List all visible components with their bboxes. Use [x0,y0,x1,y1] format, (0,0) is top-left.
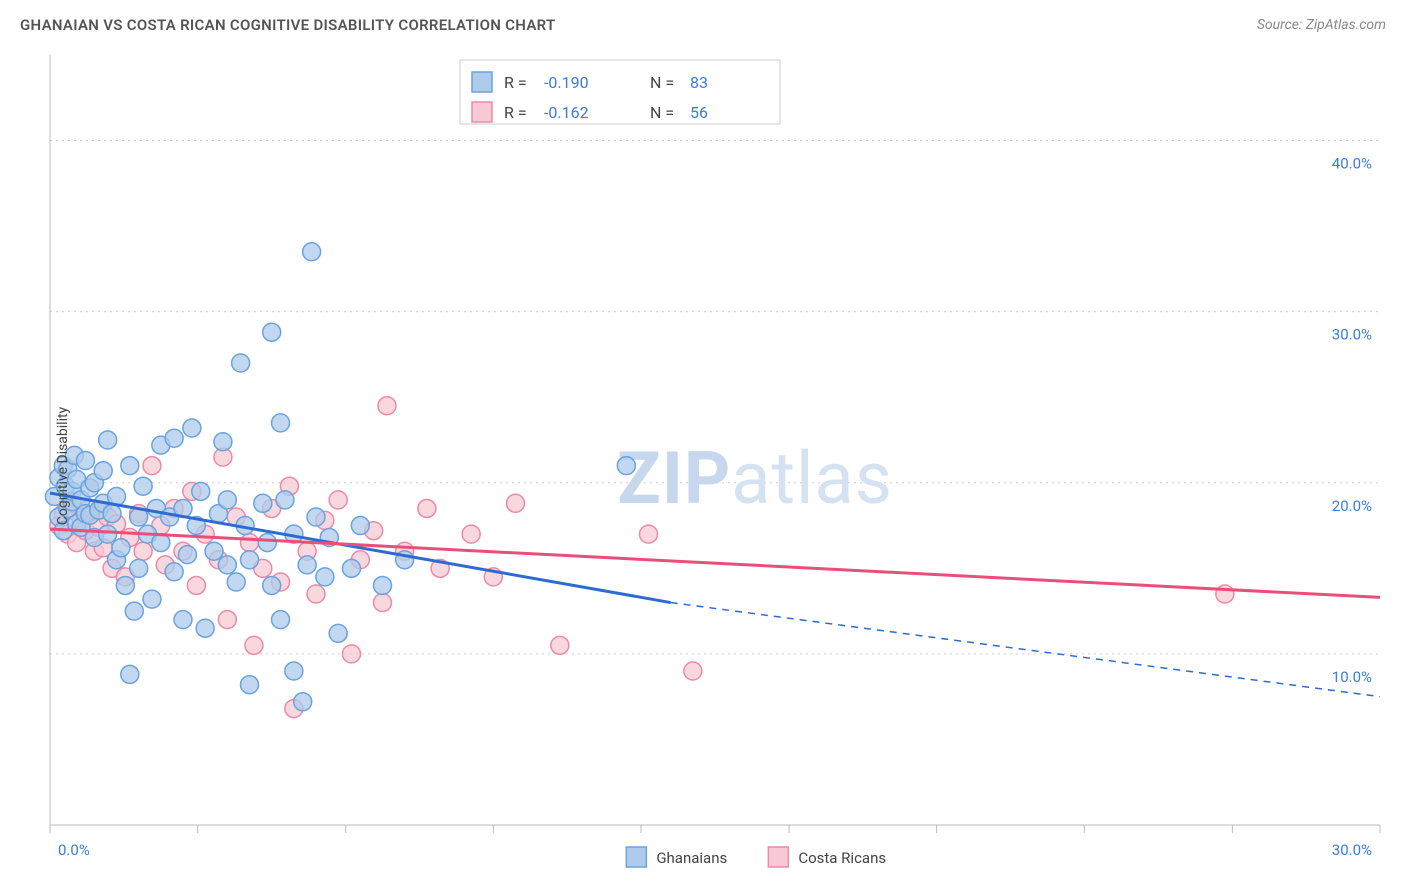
data-point [183,419,201,437]
data-point [374,594,392,612]
y-tick-label: 10.0% [1332,668,1372,686]
legend-swatch [472,72,492,92]
data-point [196,619,214,637]
data-point [298,556,316,574]
data-point [103,505,121,523]
data-point [307,508,325,526]
legend-n-value: 83 [690,73,708,92]
y-tick-label: 40.0% [1332,155,1372,173]
data-point [329,624,347,642]
data-point [205,542,223,560]
data-point [684,662,702,680]
y-tick-label: 20.0% [1332,497,1372,515]
data-point [178,546,196,564]
chart-title: GHANAIAN VS COSTA RICAN COGNITIVE DISABI… [20,16,556,34]
data-point [374,576,392,594]
data-point [174,611,192,629]
data-point [258,534,276,552]
data-point [121,457,139,475]
legend-r-value: -0.162 [544,103,589,122]
data-point [76,452,94,470]
data-point [329,491,347,509]
data-point [285,662,303,680]
data-point [218,611,236,629]
data-point [112,539,130,557]
data-point [116,576,134,594]
data-point [272,414,290,432]
chart-header: GHANAIAN VS COSTA RICAN COGNITIVE DISABI… [0,0,1406,40]
data-point [165,429,183,447]
series-label: Costa Ricans [798,849,886,867]
data-point [254,494,272,512]
data-point [241,676,259,694]
data-point [125,602,143,620]
legend-swatch [768,847,788,867]
legend-r-label: R = [504,103,527,122]
series-label: Ghanaians [656,849,727,867]
data-point [351,517,369,535]
legend-n-value: 56 [690,103,708,122]
legend-swatch [472,102,492,122]
data-point [232,354,250,372]
data-point [134,542,152,560]
data-point [263,323,281,341]
watermark: ZIPatlas [617,436,893,521]
chart-area: Cognitive Disability 10.0% 20.0% 30.0% 40.0… [0,40,1406,892]
legend-n-label: N = [650,103,674,122]
data-point [192,482,210,500]
data-point [143,457,161,475]
data-point [342,559,360,577]
data-point [245,636,263,654]
data-point [165,563,183,581]
data-point [418,499,436,517]
data-point [276,491,294,509]
data-point [462,525,480,543]
data-point [307,585,325,603]
data-point [263,576,281,594]
data-point [378,397,396,415]
data-point [143,590,161,608]
legend-r-label: R = [504,73,527,92]
data-point [94,462,112,480]
data-point [187,576,205,594]
legend-swatch [626,847,646,867]
legend-r-value: -0.190 [544,73,589,92]
legend-n-label: N = [650,73,674,92]
data-point [130,559,148,577]
trend-line-extrapolated [671,603,1380,697]
data-point [342,645,360,663]
data-point [241,534,259,552]
data-point [218,556,236,574]
data-point [640,525,658,543]
data-point [507,494,525,512]
chart-source: Source: ZipAtlas.com [1257,17,1386,33]
data-point [99,525,117,543]
data-point [294,693,312,711]
y-tick-label: 30.0% [1332,326,1372,344]
data-point [214,433,232,451]
data-point [272,611,290,629]
data-point [218,491,236,509]
data-point [134,477,152,495]
data-point [241,551,259,569]
data-point [551,636,569,654]
data-point [617,457,635,475]
data-point [316,568,334,586]
x-tick-label: 0.0% [58,841,90,859]
y-axis-label: Cognitive Disability [55,407,71,525]
data-point [99,431,117,449]
x-tick-label: 30.0% [1332,841,1372,859]
data-point [121,665,139,683]
data-point [303,243,321,261]
data-point [227,573,245,591]
scatter-chart: 10.0% 20.0% 30.0% 40.0% ZIPatlas 0.0% 30.0% R =… [0,40,1406,892]
